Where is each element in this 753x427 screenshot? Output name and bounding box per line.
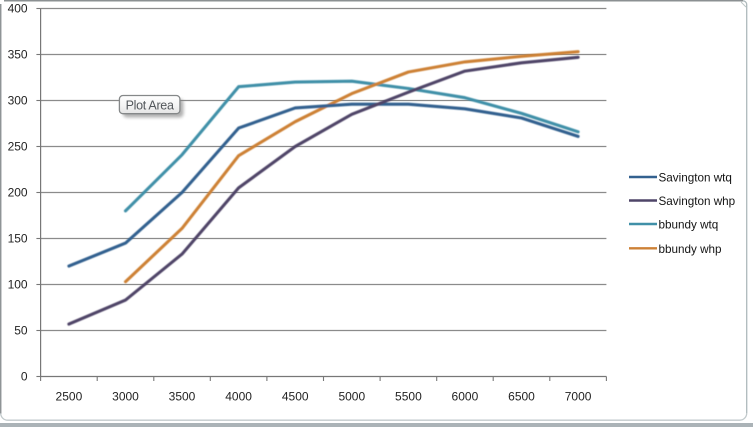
svg-text:400: 400 <box>8 2 28 16</box>
svg-text:250: 250 <box>8 140 28 154</box>
svg-text:Savington wtq: Savington wtq <box>659 172 732 185</box>
svg-text:4000: 4000 <box>225 390 252 404</box>
svg-text:Plot Area: Plot Area <box>126 99 174 113</box>
svg-text:bbundy whp: bbundy whp <box>659 243 723 256</box>
svg-text:5500: 5500 <box>395 390 422 404</box>
svg-text:2500: 2500 <box>56 390 83 404</box>
svg-text:3000: 3000 <box>112 390 139 404</box>
svg-text:6500: 6500 <box>508 390 535 404</box>
svg-text:50: 50 <box>14 324 28 338</box>
svg-text:7000: 7000 <box>565 390 592 404</box>
svg-text:3500: 3500 <box>169 390 196 404</box>
svg-text:100: 100 <box>8 278 28 292</box>
svg-text:350: 350 <box>8 48 28 62</box>
svg-text:Savington whp: Savington whp <box>659 195 736 208</box>
svg-text:300: 300 <box>8 94 28 108</box>
svg-text:150: 150 <box>8 232 28 246</box>
svg-text:0: 0 <box>21 370 28 384</box>
svg-text:4500: 4500 <box>282 390 309 404</box>
svg-text:6000: 6000 <box>452 390 479 404</box>
svg-text:200: 200 <box>8 186 28 200</box>
svg-text:5000: 5000 <box>338 390 365 404</box>
svg-text:bbundy wtq: bbundy wtq <box>659 219 719 232</box>
